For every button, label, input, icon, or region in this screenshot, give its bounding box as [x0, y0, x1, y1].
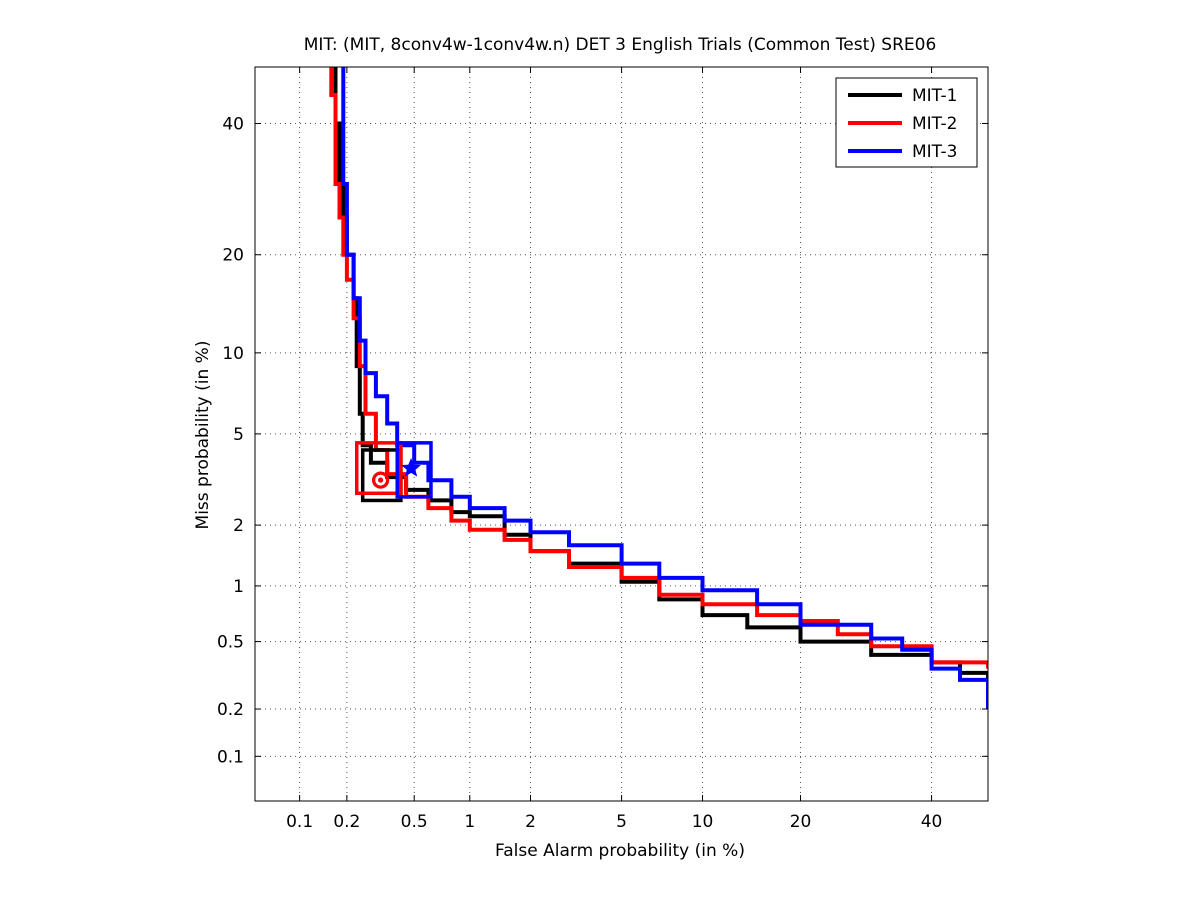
plot-area: 0.1 0.2 0.5 1 2 5 10 20 40 0.1 0.2 0.5 1 2 5 10 20 40	[217, 66, 989, 832]
x-axis: 0.1 0.2 0.5 1 2 5 10 20 40	[286, 67, 942, 832]
series-layer	[329, 67, 988, 709]
x-tick-label: 0.1	[286, 812, 313, 832]
actual-dcf-box-mit-2	[354, 441, 403, 496]
y-tick-label: 1	[233, 577, 244, 597]
legend-label-mit-2: MIT-2	[912, 114, 957, 134]
legend-label-mit-1: MIT-1	[912, 86, 957, 106]
y-tick-label: 0.5	[217, 633, 244, 653]
grid-lines	[255, 67, 988, 801]
series-line-mit-3	[341, 67, 988, 709]
x-tick-label: 20	[790, 812, 812, 832]
y-axis-label: Miss probability (in %)	[193, 341, 213, 530]
min-dcf-dot-mit-2	[378, 477, 384, 483]
legend-label-mit-3: MIT-3	[912, 142, 957, 162]
y-axis: 0.1 0.2 0.5 1 2 5 10 20 40	[217, 115, 988, 767]
y-tick-label: 0.1	[217, 747, 244, 767]
min-dcf-marker-mit-2	[372, 471, 390, 489]
x-tick-label: 10	[692, 812, 714, 832]
y-tick-label: 0.2	[217, 700, 244, 720]
chart-title: MIT: (MIT, 8conv4w-1conv4w.n) DET 3 Engl…	[304, 35, 937, 55]
actual-dcf-box-mit-3	[395, 441, 433, 499]
y-tick-label: 40	[222, 115, 244, 135]
y-tick-label: 5	[233, 425, 244, 445]
y-tick-label: 20	[222, 246, 244, 266]
x-tick-label: 1	[464, 812, 475, 832]
legend: MIT-1 MIT-2 MIT-3	[835, 77, 978, 168]
x-tick-label: 0.5	[401, 812, 428, 832]
x-tick-label: 40	[921, 812, 943, 832]
plot-frame	[254, 66, 989, 802]
x-tick-label: 5	[616, 812, 627, 832]
x-axis-label: False Alarm probability (in %)	[495, 841, 745, 861]
x-tick-label: 0.2	[333, 812, 360, 832]
operating-points	[354, 441, 433, 503]
x-tick-label: 2	[525, 812, 536, 832]
y-tick-label: 10	[222, 344, 244, 364]
y-tick-label: 2	[233, 516, 244, 536]
min-dcf-marker-mit-3	[401, 457, 421, 477]
